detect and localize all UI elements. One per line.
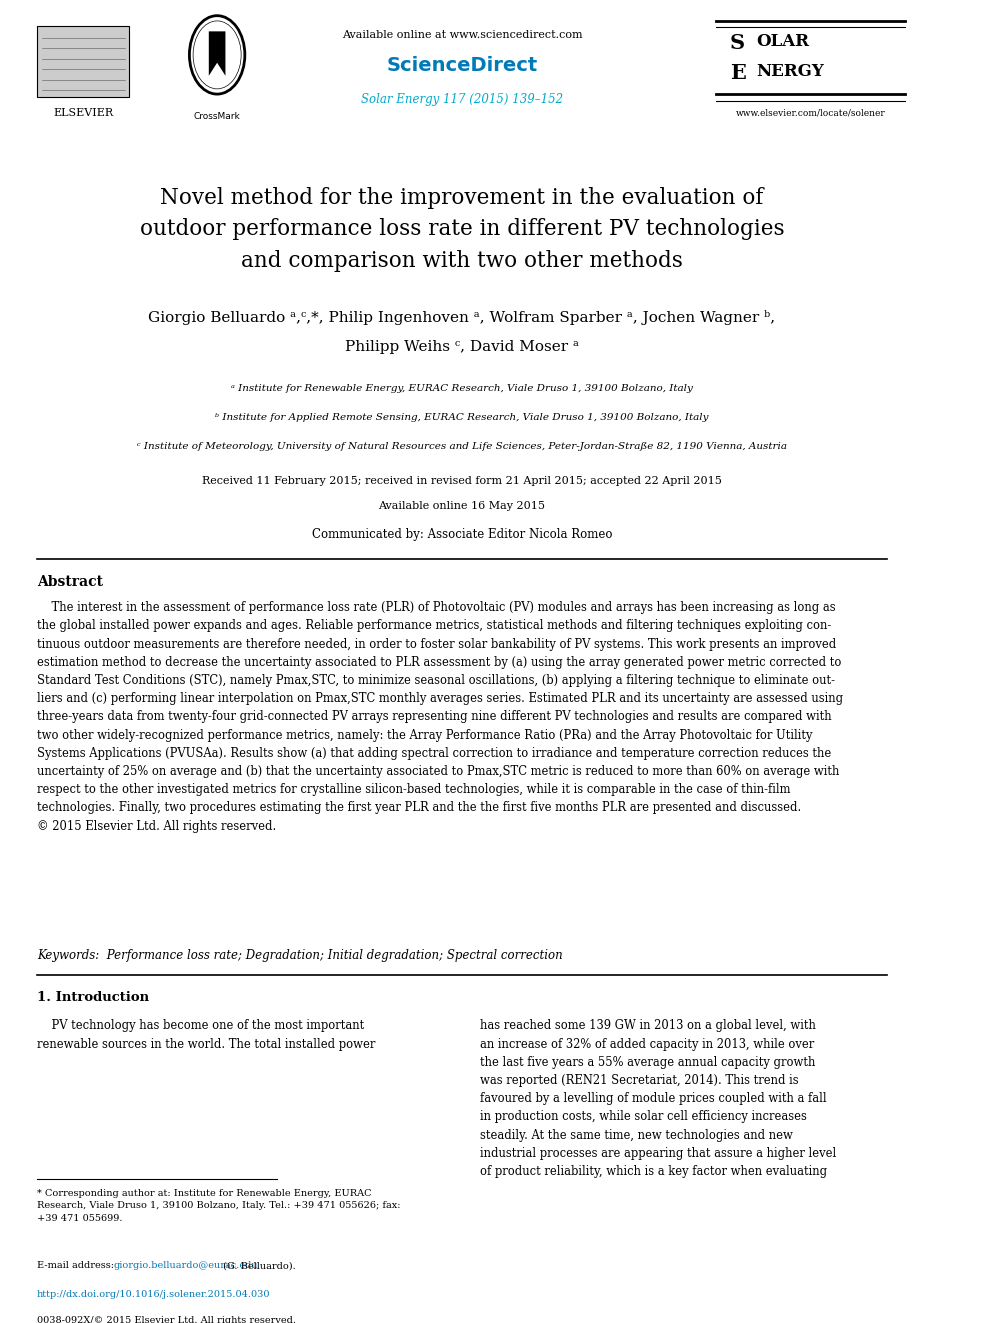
Text: CrossMark: CrossMark	[193, 112, 240, 122]
Text: E: E	[730, 62, 746, 83]
Text: 0038-092X/© 2015 Elsevier Ltd. All rights reserved.: 0038-092X/© 2015 Elsevier Ltd. All right…	[37, 1316, 296, 1323]
Text: Available online at www.sciencedirect.com: Available online at www.sciencedirect.co…	[341, 30, 582, 40]
Text: S: S	[730, 33, 745, 53]
Text: ᶜ Institute of Meteorology, University of Natural Resources and Life Sciences, P: ᶜ Institute of Meteorology, University o…	[137, 442, 787, 451]
Text: Received 11 February 2015; received in revised form 21 April 2015; accepted 22 A: Received 11 February 2015; received in r…	[202, 476, 722, 486]
Text: The interest in the assessment of performance loss rate (PLR) of Photovoltaic (P: The interest in the assessment of perfor…	[37, 601, 843, 832]
Text: Abstract: Abstract	[37, 576, 103, 589]
Text: * Corresponding author at: Institute for Renewable Energy, EURAC
Research, Viale: * Corresponding author at: Institute for…	[37, 1189, 401, 1222]
Text: Keywords:  Performance loss rate; Degradation; Initial degradation; Spectral cor: Keywords: Performance loss rate; Degrada…	[37, 949, 562, 962]
Text: OLAR: OLAR	[756, 33, 808, 50]
Text: PV technology has become one of the most important
renewable sources in the worl: PV technology has become one of the most…	[37, 1019, 375, 1050]
Text: Giorgio Belluardo ᵃ,ᶜ,*, Philip Ingenhoven ᵃ, Wolfram Sparber ᵃ, Jochen Wagner ᵇ: Giorgio Belluardo ᵃ,ᶜ,*, Philip Ingenhov…	[149, 310, 776, 324]
Polygon shape	[208, 32, 225, 75]
Text: http://dx.doi.org/10.1016/j.solener.2015.04.030: http://dx.doi.org/10.1016/j.solener.2015…	[37, 1290, 271, 1299]
Text: ᵇ Institute for Applied Remote Sensing, EURAC Research, Viale Druso 1, 39100 Bol: ᵇ Institute for Applied Remote Sensing, …	[215, 413, 708, 422]
Text: giorgio.belluardo@eurac.edu: giorgio.belluardo@eurac.edu	[114, 1261, 258, 1270]
Text: ScienceDirect: ScienceDirect	[386, 56, 538, 75]
Text: has reached some 139 GW in 2013 on a global level, with
an increase of 32% of ad: has reached some 139 GW in 2013 on a glo…	[480, 1019, 836, 1177]
Text: 1. Introduction: 1. Introduction	[37, 991, 149, 1004]
Text: NERGY: NERGY	[756, 62, 823, 79]
Text: ELSEVIER: ELSEVIER	[54, 108, 113, 119]
FancyBboxPatch shape	[37, 26, 129, 97]
Text: (G. Belluardo).: (G. Belluardo).	[220, 1261, 296, 1270]
Text: Available online 16 May 2015: Available online 16 May 2015	[379, 500, 546, 511]
Text: ᵃ Institute for Renewable Energy, EURAC Research, Viale Druso 1, 39100 Bolzano, : ᵃ Institute for Renewable Energy, EURAC …	[231, 384, 692, 393]
Text: Communicated by: Associate Editor Nicola Romeo: Communicated by: Associate Editor Nicola…	[311, 528, 612, 541]
Text: www.elsevier.com/locate/solener: www.elsevier.com/locate/solener	[736, 108, 886, 118]
Text: Solar Energy 117 (2015) 139–152: Solar Energy 117 (2015) 139–152	[361, 93, 563, 106]
Text: E-mail address:: E-mail address:	[37, 1261, 114, 1270]
Text: Novel method for the improvement in the evaluation of
outdoor performance loss r: Novel method for the improvement in the …	[140, 187, 785, 271]
Text: Philipp Weihs ᶜ, David Moser ᵃ: Philipp Weihs ᶜ, David Moser ᵃ	[345, 340, 579, 353]
